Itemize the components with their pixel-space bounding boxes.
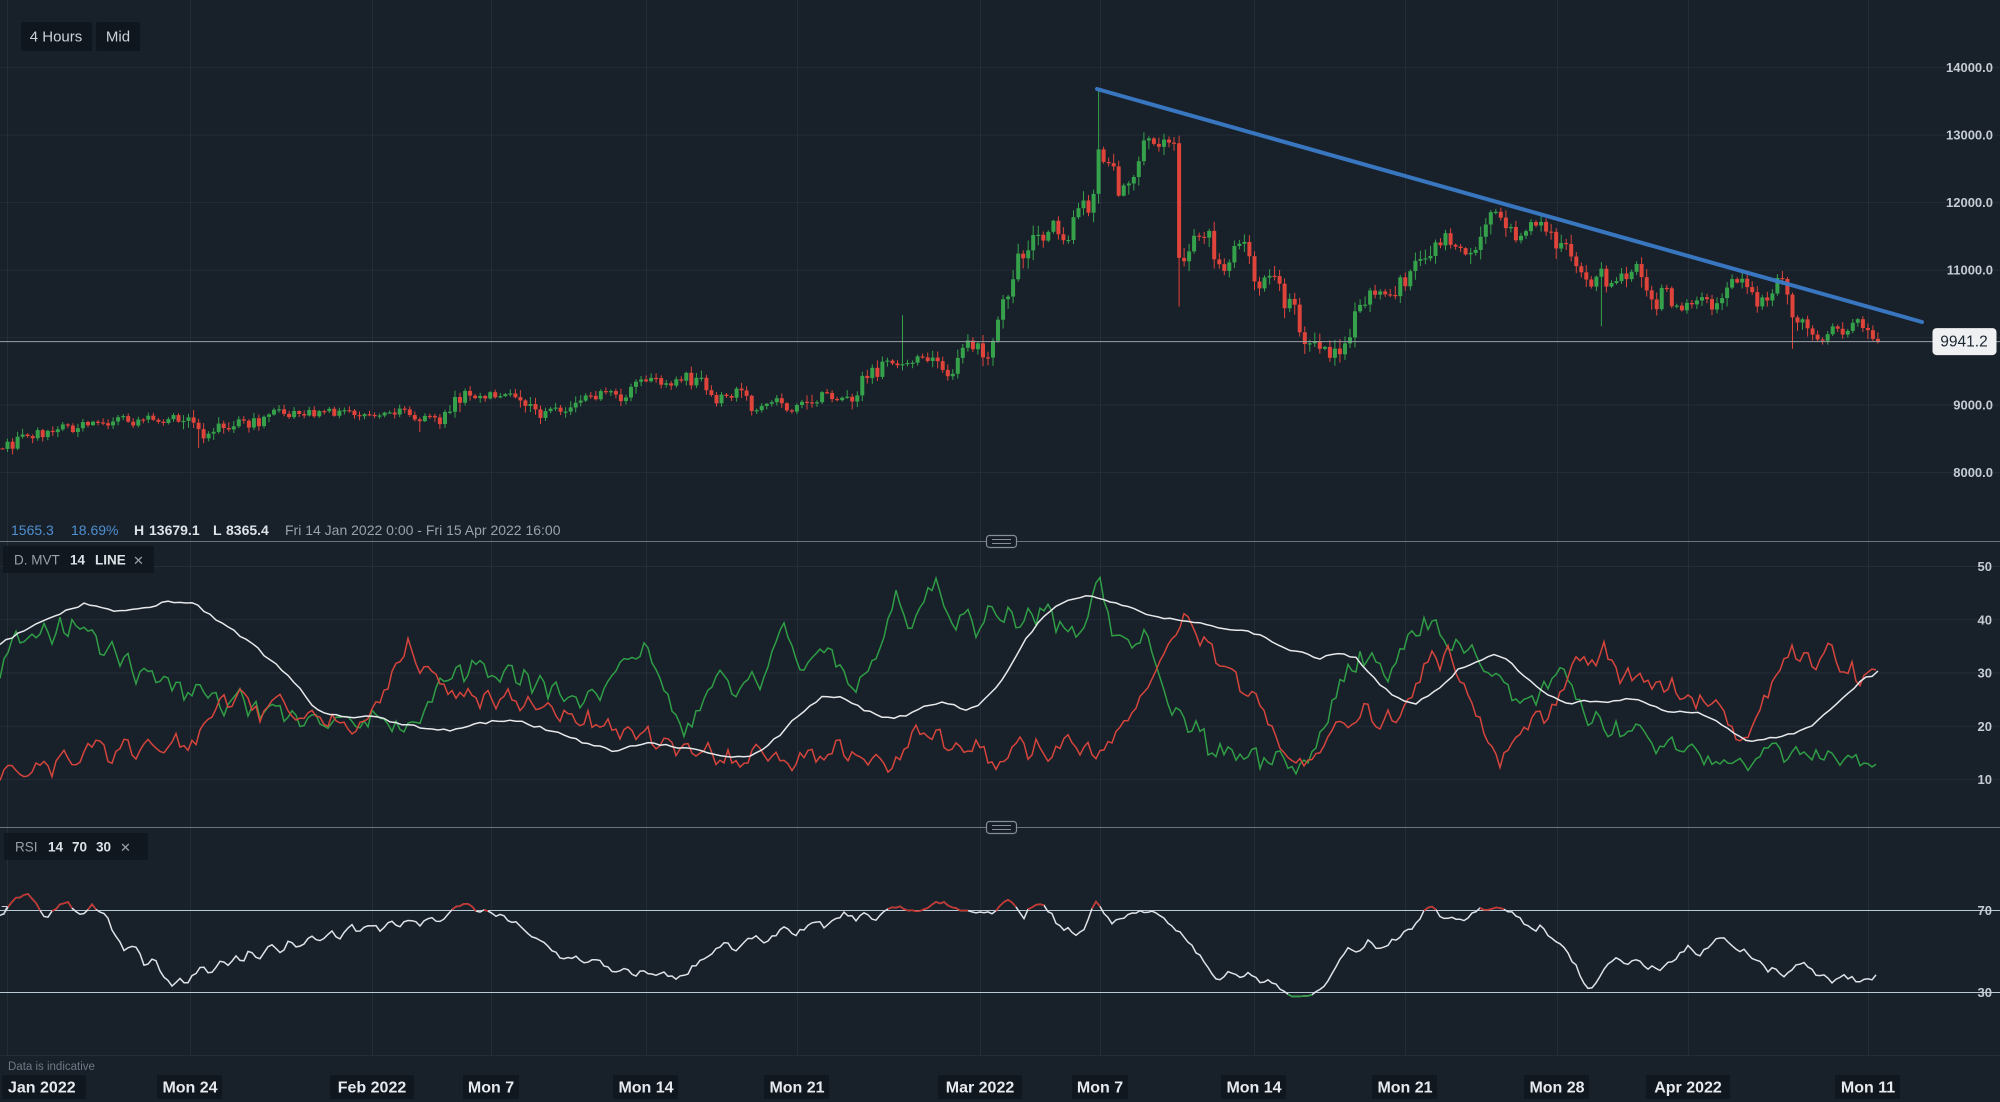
svg-text:✕: ✕ [133,553,144,568]
svg-text:Mid: Mid [106,29,130,46]
svg-text:Mon 21: Mon 21 [1377,1080,1432,1097]
svg-text:RSI: RSI [15,840,38,855]
svg-text:Feb 2022: Feb 2022 [338,1080,407,1097]
svg-text:1565.3: 1565.3 [11,522,54,538]
svg-text:Jan 2022: Jan 2022 [8,1080,76,1097]
svg-text:20: 20 [1978,719,1992,734]
svg-text:Mon 21: Mon 21 [769,1080,824,1097]
svg-text:8000.0: 8000.0 [1953,465,1993,480]
svg-text:Fri 14 Jan 2022 0:00 - Fri 15: Fri 14 Jan 2022 0:00 - Fri 15 Apr 2022 1… [285,522,561,538]
svg-text:Mar 2022: Mar 2022 [946,1080,1015,1097]
svg-text:Mon 14: Mon 14 [1226,1080,1281,1097]
svg-text:30: 30 [1978,985,1992,1000]
svg-text:10: 10 [1978,772,1992,787]
svg-text:Mon 7: Mon 7 [1077,1080,1123,1097]
svg-text:9000.0: 9000.0 [1953,398,1993,413]
svg-text:70: 70 [72,840,87,855]
svg-text:7: 7 [1,903,8,918]
svg-text:14: 14 [48,840,64,855]
svg-text:12000.0: 12000.0 [1946,195,1993,210]
svg-text:70: 70 [1978,903,1992,918]
svg-text:H: H [134,522,144,538]
svg-text:50: 50 [1978,559,1992,574]
svg-text:4 Hours: 4 Hours [30,29,83,46]
svg-text:11000.0: 11000.0 [1947,263,1993,278]
svg-text:Mon 7: Mon 7 [468,1080,514,1097]
svg-text:9941.2: 9941.2 [1940,334,1987,351]
svg-text:30: 30 [96,840,111,855]
svg-text:Mon 24: Mon 24 [162,1080,217,1097]
svg-text:30: 30 [1978,666,1992,681]
svg-text:14000.0: 14000.0 [1946,60,1993,75]
svg-text:Mon 14: Mon 14 [618,1080,673,1097]
svg-text:13000.0: 13000.0 [1946,128,1993,143]
svg-text:8365.4: 8365.4 [226,522,269,538]
svg-text:L: L [213,522,222,538]
svg-text:LINE: LINE [95,553,126,568]
svg-text:Mon 11: Mon 11 [1841,1080,1895,1097]
svg-text:14: 14 [70,553,86,568]
svg-text:Data is indicative: Data is indicative [8,1061,95,1073]
svg-text:Apr 2022: Apr 2022 [1654,1080,1722,1097]
svg-text:18.69%: 18.69% [71,522,118,538]
svg-text:Mon 28: Mon 28 [1529,1080,1584,1097]
svg-text:D. MVT: D. MVT [14,553,60,568]
svg-text:13679.1: 13679.1 [149,522,200,538]
svg-text:✕: ✕ [120,840,131,855]
svg-text:40: 40 [1978,612,1992,627]
